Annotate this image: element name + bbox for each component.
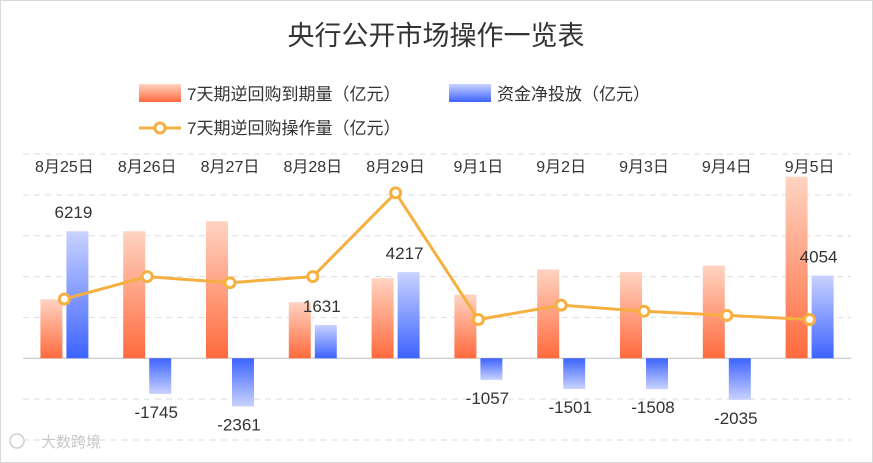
category-label: 8月26日	[118, 159, 177, 176]
operation-series-line	[64, 191, 810, 321]
legend-marker-operation	[153, 121, 167, 135]
operation-point	[720, 308, 734, 322]
operation-point	[223, 276, 237, 290]
legend-label-operation: 7天期逆回购操作量（亿元）	[187, 119, 400, 138]
category-label: 8月25日	[35, 159, 94, 176]
chart-title: 央行公开市场操作一览表	[288, 21, 585, 51]
category-label: 8月27日	[201, 159, 260, 176]
net-injection-value-label: -2035	[714, 409, 757, 428]
bar-net-injection	[149, 358, 172, 394]
bar-maturity	[785, 176, 808, 359]
net-injection-bars	[66, 231, 834, 407]
operation-point	[389, 186, 403, 200]
category-label: 9月3日	[619, 159, 669, 176]
watermark: 大数跨境	[9, 433, 101, 451]
category-labels: 8月25日 8月26日 8月27日 8月28日 8月29日 9月1日 9月2日 9月3日 9月4…	[35, 159, 834, 176]
net-injection-value-labels: 6219 -1745 -2361 1631 4217 -1057 -1501 -1508 -20…	[54, 203, 837, 434]
bar-net-injection	[646, 358, 668, 390]
operation-point	[471, 312, 485, 326]
net-injection-value-label: -2361	[217, 416, 260, 435]
bar-maturity	[454, 294, 477, 359]
maturity-bars	[40, 176, 808, 359]
legend-swatch-maturity	[139, 84, 181, 102]
net-injection-value-label: 1631	[303, 297, 341, 316]
legend-label-maturity: 7天期逆回购到期量（亿元）	[187, 85, 400, 104]
bar-net-injection	[480, 358, 503, 380]
category-label: 9月2日	[536, 159, 586, 176]
operation-line	[57, 186, 817, 326]
legend: 7天期逆回购到期量（亿元） 资金净投放（亿元） 7天期逆回购操作量（亿元）	[139, 84, 650, 138]
net-injection-value-label: -1501	[548, 398, 591, 417]
operation-point	[57, 292, 71, 306]
category-label: 8月28日	[283, 159, 342, 176]
legend-swatch-net-injection	[449, 84, 491, 102]
bar-net-injection	[232, 358, 254, 407]
net-injection-value-label: 6219	[54, 203, 92, 222]
category-label: 9月5日	[785, 159, 835, 176]
bar-net-injection	[314, 324, 337, 359]
net-injection-value-label: 4054	[800, 247, 838, 266]
bar-net-injection	[397, 272, 420, 359]
net-injection-value-label: -1745	[134, 403, 177, 422]
bar-maturity	[123, 231, 146, 359]
operation-point	[637, 304, 651, 318]
category-label: 9月4日	[702, 159, 752, 176]
watermark-text: 大数跨境	[41, 433, 101, 451]
bar-net-injection	[728, 358, 751, 400]
net-injection-value-label: -1057	[466, 389, 509, 408]
bar-maturity	[288, 302, 311, 359]
net-injection-value-label: -1508	[631, 398, 674, 417]
operation-point	[306, 270, 320, 284]
bar-net-injection	[563, 358, 586, 389]
bar-maturity	[40, 299, 63, 359]
bar-maturity	[620, 272, 642, 359]
bar-maturity	[537, 269, 560, 359]
operation-point	[554, 298, 568, 312]
legend-label-net-injection: 资金净投放（亿元）	[497, 85, 650, 104]
operation-point	[803, 312, 817, 326]
bar-maturity	[702, 265, 725, 359]
category-label: 9月1日	[453, 159, 503, 176]
net-injection-value-label: 4217	[386, 244, 424, 263]
watermark-logo-icon	[9, 433, 25, 449]
bar-maturity	[371, 278, 394, 359]
category-label: 8月29日	[366, 159, 425, 176]
bar-net-injection	[811, 275, 834, 359]
operation-point	[140, 270, 154, 284]
gridlines	[23, 153, 851, 441]
bar-maturity	[206, 221, 228, 359]
